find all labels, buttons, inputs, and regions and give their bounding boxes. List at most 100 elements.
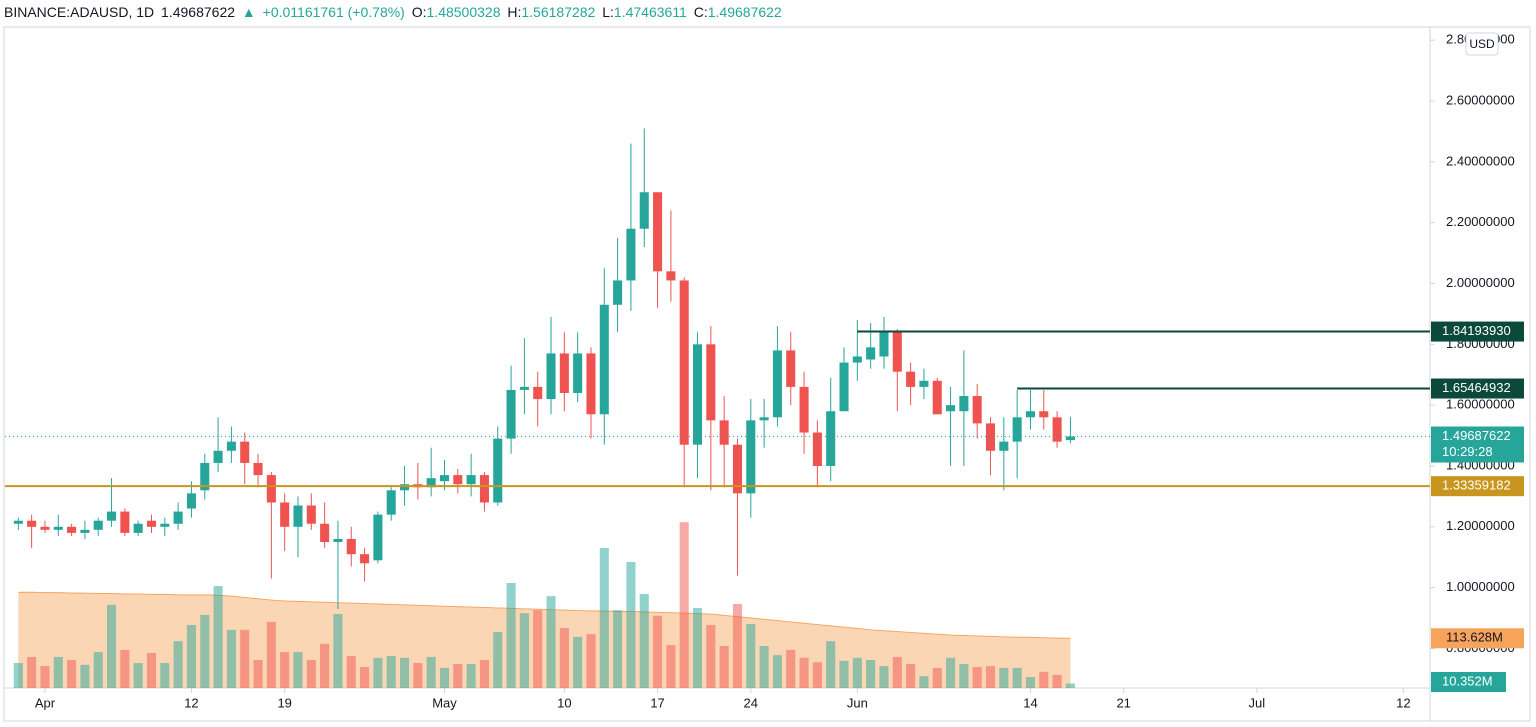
volume-bar	[386, 656, 396, 688]
volume-bar	[67, 660, 77, 688]
candle-body	[133, 523, 143, 533]
volume-bar	[306, 660, 316, 688]
x-tick-label: Jul	[1249, 695, 1266, 710]
volume-bar	[919, 676, 929, 688]
legend-header: BINANCE:ADAUSD, 1D 1.49687622 ▲ +0.01161…	[4, 2, 785, 22]
volume-bar	[133, 663, 143, 688]
volume-bar	[586, 634, 596, 688]
candle-body	[1039, 411, 1049, 418]
volume-bar	[613, 610, 623, 688]
candle-body	[1012, 417, 1022, 442]
volume-bar	[772, 655, 782, 688]
candle-body	[493, 438, 503, 503]
candle-body	[559, 353, 569, 393]
x-tick-label: Jun	[847, 695, 868, 710]
candle-body	[519, 386, 529, 390]
volume-bar	[679, 522, 689, 688]
level-label-box	[1431, 378, 1524, 399]
candle-body	[626, 228, 636, 281]
candle-body	[1052, 417, 1062, 442]
countdown: 10:29:28	[1442, 444, 1493, 459]
candle-body	[732, 444, 743, 494]
candle-body	[53, 526, 63, 530]
volume-bar	[866, 660, 876, 688]
volume-ma-box	[1431, 628, 1524, 649]
volume-ma-label: 113.628M	[1446, 630, 1503, 645]
candle-body	[639, 192, 649, 229]
y-tick-label: 2.60000000	[1446, 92, 1515, 107]
candle-body	[240, 441, 250, 463]
candle-body	[613, 280, 623, 305]
volume-bar	[146, 653, 157, 688]
volume-bar	[27, 656, 37, 688]
volume-bar	[946, 657, 956, 688]
last-price-label: 1.49687622	[1442, 428, 1511, 443]
volume-ma-line	[18, 591, 1071, 639]
candle-body	[786, 350, 796, 387]
candle-body	[932, 380, 942, 415]
candle-body	[186, 493, 196, 509]
volume-bar	[200, 614, 210, 688]
candle-body	[439, 475, 450, 482]
candle-body	[226, 441, 236, 451]
volume-bar	[892, 656, 902, 688]
candle-body	[919, 380, 929, 387]
y-tick-label: 1.60000000	[1446, 397, 1515, 412]
candle-body	[346, 538, 356, 555]
candle-body	[879, 332, 889, 357]
volume-bar	[519, 613, 529, 688]
candle-body	[839, 362, 849, 412]
symbol: BINANCE:ADAUSD, 1D	[4, 4, 155, 20]
candle-body	[453, 475, 463, 485]
volume-bar	[692, 607, 703, 688]
candle-body	[506, 389, 516, 439]
volume-bar	[493, 632, 503, 688]
last-price: 1.49687622	[161, 4, 236, 20]
volume-bar	[812, 662, 822, 688]
candle-body	[812, 432, 822, 466]
volume-bar	[932, 667, 942, 688]
volume-bar	[879, 666, 889, 688]
candle-body	[946, 405, 956, 412]
x-tick-label: 21	[1116, 695, 1130, 710]
candle-body	[679, 280, 689, 445]
axes: 0.800000001.000000001.200000001.40000000…	[35, 32, 1524, 710]
volume-bar	[439, 667, 450, 688]
volume-bar	[839, 660, 849, 688]
volume-bar	[13, 663, 23, 688]
candle-body	[573, 353, 583, 393]
candle-body	[985, 423, 996, 451]
high-value: 1.56187282	[521, 4, 596, 20]
volume-bar	[666, 645, 676, 688]
volume-bar	[107, 604, 117, 688]
volume-bar	[559, 628, 569, 688]
candle-body	[533, 386, 543, 400]
close-value: 1.49687622	[707, 4, 782, 20]
volume-bar	[1052, 674, 1062, 688]
close-label: C:	[693, 4, 708, 20]
candle-body	[160, 523, 170, 527]
candle-body	[213, 450, 223, 463]
volume-bar	[213, 586, 223, 688]
volume-bar	[93, 652, 103, 688]
x-tick-label: 10	[557, 695, 571, 710]
y-tick-label: 1.20000000	[1446, 518, 1515, 533]
candle-body	[959, 396, 969, 412]
volume-bar	[826, 641, 836, 688]
volume-bar	[959, 663, 969, 688]
y-tick-label: 2.40000000	[1446, 153, 1515, 168]
volume-box	[1431, 672, 1506, 692]
candle-body	[426, 478, 436, 488]
change: +0.01161761 (+0.78%)	[262, 4, 405, 20]
volume-bar	[413, 663, 423, 688]
candle-body	[333, 538, 343, 543]
candle-body	[80, 529, 90, 533]
y-tick-label: 1.00000000	[1446, 579, 1515, 594]
x-tick-label: 24	[744, 695, 758, 710]
x-tick-label: Apr	[35, 695, 56, 710]
candle-body	[107, 511, 117, 521]
volume-bar	[906, 663, 916, 688]
candle-body	[173, 511, 183, 524]
volume-bar	[80, 664, 90, 688]
